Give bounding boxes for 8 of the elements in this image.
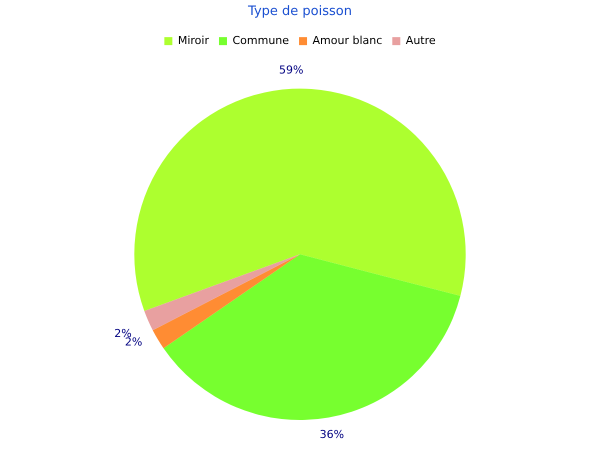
legend-label: Commune [232, 34, 290, 47]
legend-label: Miroir [178, 34, 210, 47]
data-label: 36% [320, 428, 344, 442]
data-label: 59% [279, 64, 304, 77]
legend-label: Autre [406, 34, 436, 47]
data-label: 2% [124, 336, 142, 349]
chart-title: Type de poisson [247, 4, 352, 20]
legend-label: Amour blanc [312, 34, 382, 47]
